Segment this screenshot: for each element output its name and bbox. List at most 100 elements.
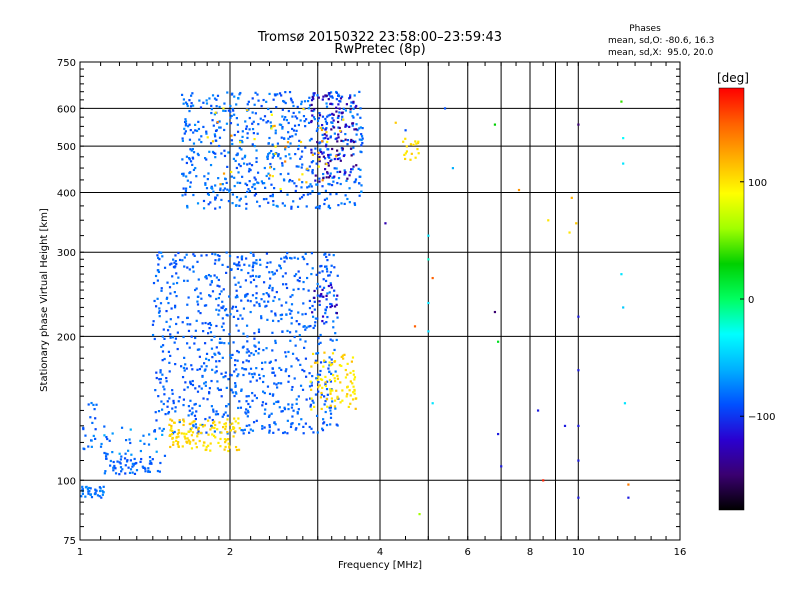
- echo-point: [303, 325, 306, 328]
- echo-point: [314, 393, 318, 396]
- echo-point: [274, 359, 277, 362]
- echo-point: [319, 148, 322, 151]
- echo-point: [183, 279, 186, 282]
- echo-point: [258, 304, 261, 308]
- echo-point: [577, 315, 580, 318]
- echo-point: [209, 275, 212, 278]
- echo-point: [269, 162, 272, 166]
- echo-point: [258, 275, 261, 278]
- echo-point: [325, 94, 328, 97]
- echo-point: [318, 180, 321, 183]
- echo-point: [335, 423, 338, 426]
- echo-point: [270, 412, 273, 415]
- echo-point: [230, 388, 233, 391]
- echo-point: [294, 115, 297, 118]
- echo-point: [150, 461, 153, 465]
- echo-point: [174, 406, 177, 409]
- echo-point: [271, 156, 274, 159]
- echo-point: [326, 270, 329, 273]
- echo-point: [297, 144, 301, 148]
- echo-point: [384, 222, 387, 225]
- echo-point: [336, 181, 339, 185]
- echo-point: [284, 355, 288, 358]
- echo-point: [319, 396, 323, 399]
- echo-point: [322, 365, 325, 368]
- echo-point: [185, 161, 188, 165]
- echo-point: [295, 185, 298, 188]
- echo-point: [172, 282, 175, 285]
- echo-point: [215, 410, 218, 413]
- chart-subtitle: RwPretec (8p): [334, 42, 425, 57]
- echo-point: [325, 131, 328, 134]
- echo-point: [131, 462, 134, 465]
- echo-point: [341, 399, 344, 402]
- echo-point: [342, 357, 345, 360]
- echo-point: [105, 435, 108, 439]
- echo-point: [222, 413, 226, 416]
- echo-point: [264, 305, 267, 308]
- echo-point: [335, 338, 338, 342]
- echo-point: [212, 124, 215, 127]
- echo-point: [288, 331, 292, 334]
- echo-point: [262, 198, 266, 201]
- echo-point: [177, 251, 180, 255]
- echo-point: [336, 274, 339, 277]
- echo-point: [216, 254, 220, 257]
- echo-point: [292, 111, 295, 115]
- echo-point: [274, 423, 277, 426]
- echo-point: [191, 147, 195, 151]
- echo-point: [229, 313, 232, 316]
- echo-point: [317, 96, 320, 99]
- echo-point: [106, 437, 109, 441]
- echo-point: [230, 356, 233, 359]
- echo-point: [293, 124, 297, 127]
- echo-point: [329, 390, 332, 393]
- echo-point: [253, 344, 256, 347]
- echo-point: [325, 294, 328, 297]
- echo-point: [298, 334, 301, 337]
- echo-point: [348, 174, 351, 177]
- echo-point: [209, 201, 212, 204]
- echo-point: [205, 187, 209, 190]
- echo-point: [129, 468, 133, 471]
- echo-point: [154, 411, 157, 414]
- echo-point: [246, 132, 249, 135]
- echo-point: [325, 134, 328, 137]
- echo-point: [295, 402, 298, 405]
- echo-point: [177, 445, 180, 448]
- echo-point: [335, 167, 338, 170]
- echo-point: [186, 441, 189, 444]
- echo-point: [281, 126, 284, 129]
- echo-point: [235, 324, 238, 327]
- echo-point: [191, 379, 194, 383]
- echo-point: [331, 352, 335, 355]
- echo-point: [348, 389, 351, 392]
- echo-point: [333, 175, 336, 178]
- echo-point: [261, 401, 265, 404]
- colorbar-tick-label: 100: [748, 178, 767, 189]
- echo-point: [238, 400, 241, 403]
- echo-point: [340, 202, 343, 205]
- echo-point: [227, 342, 231, 345]
- echo-point: [295, 357, 298, 360]
- echo-point: [170, 419, 174, 422]
- echo-point: [321, 98, 324, 101]
- y-tick-label: 75: [63, 536, 76, 547]
- echo-point: [324, 117, 327, 121]
- echo-point: [143, 466, 146, 469]
- echo-point: [355, 164, 358, 167]
- echo-point: [271, 289, 274, 292]
- echo-point: [304, 312, 307, 316]
- echo-point: [172, 443, 175, 446]
- x-tick-label: 16: [674, 547, 687, 558]
- echo-point: [332, 374, 335, 377]
- echo-point: [359, 126, 362, 129]
- echo-point: [225, 122, 229, 125]
- echo-point: [323, 265, 327, 268]
- echo-point: [184, 381, 187, 384]
- echo-point: [158, 258, 161, 261]
- echo-point: [298, 322, 301, 326]
- echo-point: [317, 337, 320, 340]
- echo-point: [181, 139, 184, 142]
- echo-point: [271, 319, 275, 322]
